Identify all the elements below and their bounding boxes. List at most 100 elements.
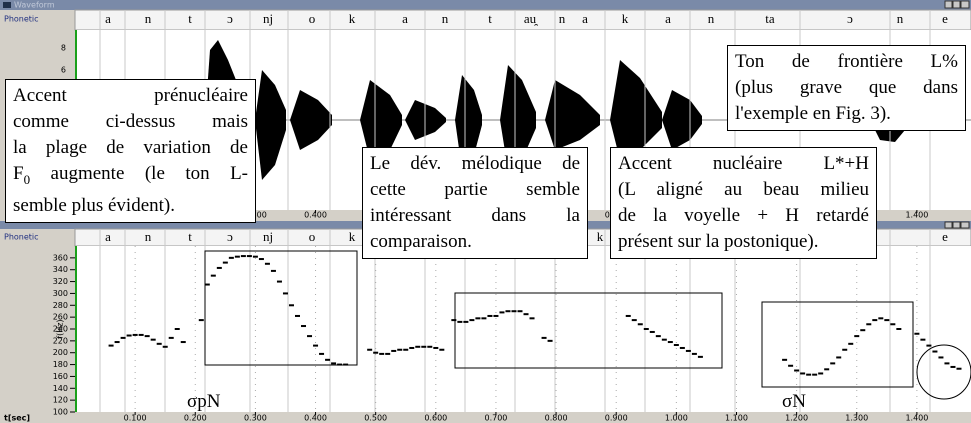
phonetic-label: e [942, 229, 948, 244]
pitch-point [427, 345, 433, 348]
pitch-point [818, 372, 824, 375]
y-tick-label: 260 [53, 313, 68, 322]
pitch-point [649, 330, 655, 333]
pitch-point [421, 345, 427, 348]
phonetic-label: n [708, 11, 715, 26]
y-tick-label: 160 [53, 372, 68, 381]
pitch-point [288, 304, 294, 307]
pitch-point [691, 352, 697, 355]
phonetic-label: nj [263, 229, 273, 244]
minimize-button[interactable] [944, 221, 953, 229]
close-button[interactable] [960, 0, 970, 9]
pitch-point [307, 335, 313, 338]
pitch-point [926, 344, 932, 347]
pitch-point [331, 362, 337, 365]
x-tick-label: 1.400 [905, 211, 928, 220]
pitch-point [511, 310, 517, 313]
pitch-point [806, 373, 812, 376]
pitch-point [836, 356, 842, 359]
phonetic-label: n [442, 11, 449, 26]
x-tick-label: 0.500 [364, 414, 387, 423]
pitch-point [812, 373, 818, 376]
pitch-point [800, 372, 806, 375]
pitch-point [264, 262, 270, 265]
phonetic-label: n [897, 11, 904, 26]
phonetic-label: ɔ [227, 229, 233, 244]
pitch-point [854, 335, 860, 338]
pitch-point [144, 335, 150, 338]
pitch-point [325, 358, 331, 361]
phonetic-label: k [597, 229, 604, 244]
annotation-line: Ton de frontière L% [735, 51, 958, 72]
pitch-point [661, 338, 667, 341]
waveform-burst [255, 70, 286, 180]
pitch-point [367, 348, 373, 351]
phonetic-label: ɔ [847, 11, 853, 26]
left-gutter [0, 229, 75, 423]
annotation-line: comparaison. [370, 231, 472, 252]
pitch-point [282, 292, 288, 295]
maximize-button[interactable] [952, 0, 961, 9]
pitch-point [842, 348, 848, 351]
phonetic-label: a [665, 11, 671, 26]
pitch-point [132, 333, 138, 336]
annotation-line: Le dév. mélodique de [370, 153, 580, 174]
x-tick-label: 0.400 [304, 211, 327, 220]
pitch-point [409, 346, 415, 349]
phonetic-label: n [145, 229, 152, 244]
pitch-point [276, 280, 282, 283]
x-tick-label: 0.900 [605, 414, 628, 423]
annotation-text: 0 [23, 171, 31, 187]
pitch-point [240, 255, 246, 258]
pitch-point [270, 269, 276, 272]
pitch-point [433, 346, 439, 349]
y-tick-label: 100 [53, 408, 68, 417]
pitch-point [216, 266, 222, 269]
annotation-text: augmente (le ton L- [30, 163, 248, 184]
x-tick-label: 0.100 [124, 414, 147, 423]
annotation-box: Accent prénucléaire comme ci-dessus mais l… [5, 79, 256, 223]
pitch-point [914, 332, 920, 335]
waveform-burst [500, 65, 536, 170]
pitch-point [373, 351, 379, 354]
pitch-point [932, 350, 938, 353]
phonetic-label: a [582, 11, 588, 26]
phonetic-label: k [622, 11, 629, 26]
pitch-point [860, 329, 866, 332]
pitch-point [637, 323, 643, 326]
minimize-button[interactable] [944, 0, 953, 9]
pitch-point [168, 336, 174, 339]
maximize-button[interactable] [952, 221, 961, 229]
pitch-point [397, 348, 403, 351]
x-tick-label: 0.800 [545, 414, 568, 423]
pitch-point [174, 328, 180, 330]
box-label: σpN [187, 391, 221, 412]
pitch-point [655, 335, 661, 338]
x-tick-label: 0.300 [244, 414, 267, 423]
close-button[interactable] [960, 221, 970, 229]
annotation-line: de la voyelle + H retardé [618, 205, 869, 226]
pitch-point [517, 310, 523, 313]
x-tick-label: 0.200 [184, 414, 207, 423]
pitch-point [439, 348, 445, 351]
annotation-line: (L aligné au beau milieu [618, 179, 869, 200]
y-tick-label: 180 [53, 360, 68, 369]
phonetic-label: n [145, 11, 152, 26]
annotation-line: comme ci-dessus mais [13, 111, 248, 132]
pitch-point [138, 333, 144, 336]
pitch-point [631, 319, 637, 322]
pitch-point [950, 365, 956, 368]
x-tick-label: 0.700 [484, 414, 507, 423]
window-title: Waveform [14, 1, 55, 10]
selection-box [454, 292, 723, 369]
phonetic-label: o [309, 229, 316, 244]
pitch-point [890, 323, 896, 326]
pitch-point [156, 342, 162, 345]
pitch-point [547, 339, 553, 342]
y-tick-label: 140 [53, 384, 68, 393]
phonetic-label: a [105, 229, 111, 244]
pitch-point [643, 328, 649, 330]
phonetic-label: o [309, 11, 316, 26]
pitch-point [180, 341, 186, 344]
